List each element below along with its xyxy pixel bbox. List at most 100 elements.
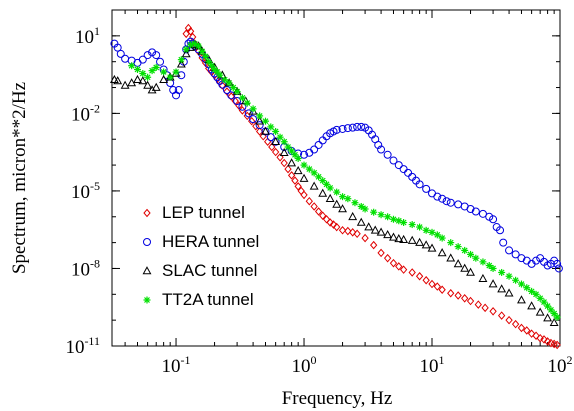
y-tick-label-exp: 1: [94, 24, 100, 38]
data-point: [216, 71, 224, 79]
data-point: [499, 238, 508, 247]
data-point-d2: [221, 76, 228, 83]
data-point-d2: [439, 235, 446, 241]
data-point: [523, 284, 531, 292]
data-point: [369, 240, 378, 250]
data-point-d2: [211, 66, 218, 73]
data-point-d2: [395, 217, 402, 224]
data-point: [421, 240, 431, 249]
data-point-d2: [506, 273, 512, 280]
data-point: [288, 147, 296, 155]
data-point: [553, 313, 561, 321]
data-point: [357, 202, 365, 210]
data-point: [172, 68, 180, 76]
data-point: [460, 263, 470, 272]
data-point: [255, 116, 265, 125]
data-point: [280, 138, 288, 146]
data-point: [428, 228, 436, 236]
data-point: [461, 246, 469, 254]
data-point: [310, 169, 318, 177]
data-point: [227, 91, 236, 100]
data-point: [447, 239, 455, 247]
data-point: [339, 193, 347, 201]
data-point-d2: [537, 295, 544, 302]
data-point-d2: [390, 216, 397, 223]
data-point: [466, 267, 475, 276]
data-point-d2: [362, 206, 369, 212]
data-point-d2: [178, 56, 185, 63]
data-point: [329, 220, 338, 229]
data-point: [433, 282, 441, 291]
data-point: [505, 315, 513, 325]
y-tick-label-base: 10: [65, 337, 84, 358]
data-point-d2: [277, 134, 284, 141]
data-point: [299, 173, 309, 182]
data-point: [225, 79, 233, 87]
data-point-d2: [167, 74, 174, 81]
legend-label: LEP tunnel: [162, 203, 245, 222]
data-point-d2: [267, 123, 274, 130]
data-point-d2: [472, 255, 479, 262]
data-point: [517, 295, 526, 304]
data-point: [195, 42, 203, 50]
data-point-d2: [262, 118, 269, 125]
data-point: [233, 97, 242, 106]
data-point: [549, 317, 559, 326]
data-point: [437, 248, 447, 257]
data-point: [291, 176, 299, 185]
data-point: [120, 80, 130, 89]
data-point: [314, 140, 323, 149]
data-point-d2: [216, 72, 223, 79]
data-point: [338, 226, 347, 235]
data-point-d2: [256, 112, 263, 119]
data-point: [182, 45, 190, 53]
data-point-d2: [541, 299, 547, 306]
data-point: [333, 222, 341, 232]
data-point-d2: [199, 48, 206, 55]
data-point: [498, 268, 506, 276]
data-point: [279, 147, 289, 157]
data-point: [438, 234, 446, 242]
data-point: [261, 126, 270, 135]
data-point-d2: [548, 306, 554, 313]
data-point: [370, 225, 380, 234]
data-point-d2: [160, 69, 167, 75]
y-tick-label: 10-5: [71, 179, 100, 203]
y-tick-label-base: 10: [71, 259, 90, 280]
data-point-d2: [447, 239, 454, 246]
data-point-d2: [551, 310, 558, 317]
data-point-d2: [333, 189, 340, 196]
data-point: [543, 313, 553, 322]
data-point: [305, 165, 313, 173]
data-point: [374, 140, 383, 149]
y-tick-label: 101: [75, 24, 100, 48]
data-point: [408, 221, 416, 229]
y-axis-title: Spectrum, micron**2/Hz: [9, 82, 30, 274]
y-tick-label-exp: -11: [84, 334, 100, 348]
data-point-d2: [533, 291, 539, 298]
data-point: [152, 63, 160, 71]
data-point: [305, 196, 313, 206]
data-point: [293, 165, 303, 175]
x-tick-label-base: 10: [292, 356, 311, 377]
data-point: [433, 192, 442, 201]
data-point: [276, 133, 284, 141]
data-point: [238, 94, 246, 102]
data-point-d2: [323, 181, 330, 188]
data-point: [527, 301, 537, 310]
data-point: [176, 59, 186, 68]
data-point: [205, 58, 213, 66]
x-tick-label: 10-1: [162, 353, 191, 377]
data-point: [377, 211, 385, 219]
y-tick-label-exp: -2: [90, 101, 100, 115]
data-point: [377, 145, 386, 154]
data-point: [255, 121, 264, 130]
data-point: [151, 82, 161, 91]
y-tick-label-exp: -5: [90, 179, 100, 193]
data-point: [517, 280, 525, 288]
data-point-d2: [149, 67, 156, 74]
data-point: [243, 99, 251, 107]
data-point: [166, 73, 174, 81]
data-point: [147, 85, 157, 94]
